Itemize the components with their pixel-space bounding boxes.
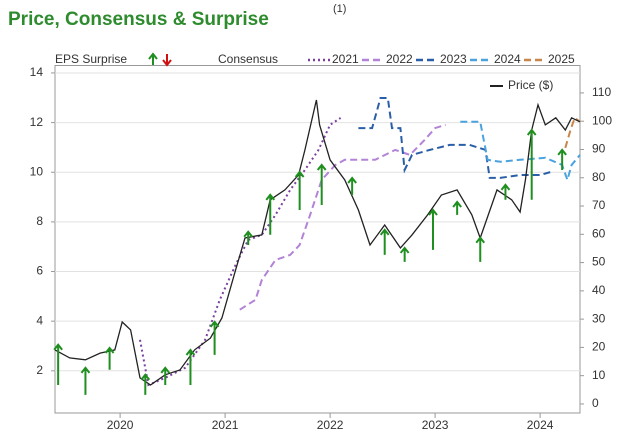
y-tick-label: 14 xyxy=(30,65,44,79)
y2-tick-label: 90 xyxy=(592,142,606,156)
legend-label: 2023 xyxy=(440,52,467,66)
surprise-arrow xyxy=(140,373,151,395)
series-line xyxy=(139,117,342,387)
legend-up-arrow xyxy=(148,52,158,65)
series-line xyxy=(54,99,581,386)
y2-tick-label: 10 xyxy=(592,368,606,382)
y2-tick-label: 50 xyxy=(592,255,606,269)
legend-label: 2021 xyxy=(332,52,359,66)
y-tick-label: 2 xyxy=(36,363,43,377)
surprise-arrow xyxy=(500,183,511,200)
surprise-arrow xyxy=(526,128,537,200)
surprise-arrow xyxy=(243,230,253,245)
x-tick-label: 2024 xyxy=(527,418,554,432)
surprise-arrow xyxy=(316,163,327,205)
title-note: (1) xyxy=(333,3,346,15)
y2-tick-label: 60 xyxy=(592,226,606,240)
series-line xyxy=(358,97,551,179)
chart-title: Price, Consensus & Surprise xyxy=(8,9,269,30)
legend-down-arrow xyxy=(162,54,172,67)
y2-tick-label: 30 xyxy=(592,311,606,325)
surprise-arrow xyxy=(347,176,357,195)
y2-tick-label: 100 xyxy=(592,113,612,127)
x-tick-label: 2020 xyxy=(107,418,134,432)
legend-label: 2025 xyxy=(548,52,575,66)
surprise-arrow xyxy=(265,193,276,235)
plot-frame xyxy=(54,65,581,414)
y-tick-label: 8 xyxy=(36,214,43,228)
series-line xyxy=(239,123,446,311)
surprise-arrow xyxy=(452,200,462,215)
series-line xyxy=(460,120,581,184)
y2-tick-label: 110 xyxy=(592,85,611,99)
y2-tick-label: 20 xyxy=(592,340,606,354)
y2-tick-label: 70 xyxy=(592,198,606,212)
eps-legend: EPS Surprise xyxy=(55,52,127,66)
y2-tick-label: 80 xyxy=(592,170,606,184)
y-tick-label: 6 xyxy=(36,264,43,278)
surprise-arrow xyxy=(294,170,305,210)
surprise-arrow xyxy=(557,148,567,170)
surprise-arrow xyxy=(104,346,115,370)
surprise-arrow xyxy=(428,208,438,250)
surprise-arrow xyxy=(185,348,196,385)
surprise-arrow xyxy=(379,228,390,255)
x-tick-label: 2021 xyxy=(212,418,239,432)
surprise-arrow xyxy=(80,366,91,395)
y-tick-label: 12 xyxy=(30,115,44,129)
surprise-arrow xyxy=(209,320,220,355)
y2-tick-label: 0 xyxy=(592,396,599,410)
surprise-arrow xyxy=(53,343,63,385)
legend-label: Price ($) xyxy=(508,78,553,92)
legend-label: 2024 xyxy=(494,52,521,66)
surprise-arrow xyxy=(475,236,486,262)
surprise-arrow xyxy=(399,246,410,262)
y-tick-label: 10 xyxy=(30,164,44,178)
x-tick-label: 2022 xyxy=(317,418,344,432)
surprise-arrow xyxy=(160,366,171,385)
consensus-legend: Consensus xyxy=(218,52,278,66)
y-tick-label: 4 xyxy=(36,313,43,327)
y2-tick-label: 40 xyxy=(592,283,606,297)
legend-label: 2022 xyxy=(386,52,413,66)
x-tick-label: 2023 xyxy=(422,418,449,432)
